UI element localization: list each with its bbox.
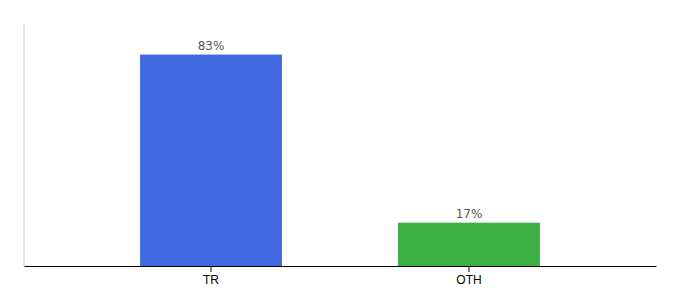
data-labels: 83% 17%: [198, 39, 483, 221]
x-tick-mark: [211, 266, 212, 272]
data-label: 83%: [198, 39, 225, 53]
y-axis-line: [24, 24, 25, 266]
x-axis: TR OTH: [25, 266, 657, 287]
bar: [140, 55, 282, 266]
x-axis-line: [25, 266, 657, 267]
bars: [140, 55, 540, 266]
x-tick: OTH: [456, 266, 481, 287]
x-tick: TR: [203, 266, 219, 287]
data-label: 17%: [456, 207, 483, 221]
x-tick-label: TR: [203, 273, 219, 287]
chart: 83% 17% TR OTH: [0, 0, 680, 300]
plot: 83% 17% TR OTH: [24, 24, 657, 287]
x-tick-mark: [468, 266, 469, 272]
x-tick-label: OTH: [456, 273, 481, 287]
bar: [398, 223, 540, 266]
